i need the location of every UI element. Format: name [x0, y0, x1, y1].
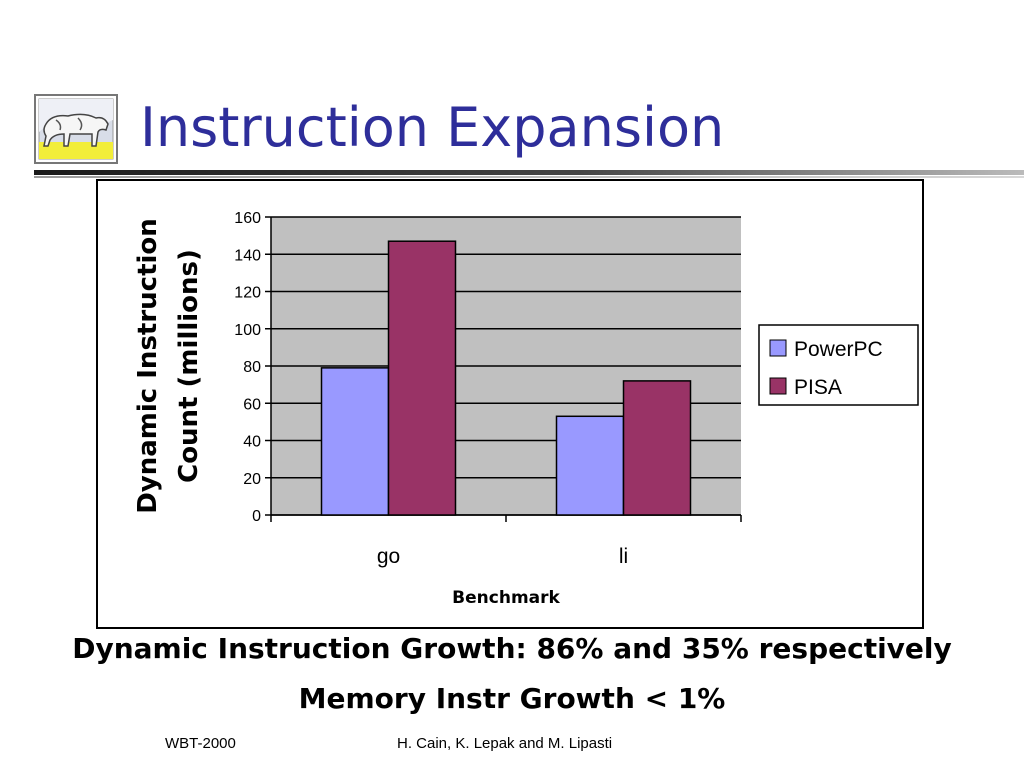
bar-pisa-go	[387, 240, 457, 516]
y-axis-label-line2: Count (millions)	[174, 249, 204, 483]
y-tick-label: 80	[243, 359, 261, 376]
x-tick-label: go	[377, 545, 400, 568]
bar-chart: 0 20 40 60 80 100 120 140 160 go li Benchmark Dynami…	[133, 210, 919, 608]
bar-pisa-li	[622, 380, 692, 516]
x-axis-label: Benchmark	[452, 588, 560, 608]
footer-authors: H. Cain, K. Lepak and M. Lipasti	[397, 735, 613, 752]
title-divider-shadow	[34, 176, 1024, 178]
y-tick-label: 40	[243, 434, 261, 451]
chart-frame: 0 20 40 60 80 100 120 140 160 go li Benchmark Dynami…	[96, 179, 924, 629]
y-tick-label: 20	[243, 471, 261, 488]
y-tick-label: 60	[243, 396, 261, 413]
slide-title: Instruction Expansion	[140, 96, 725, 159]
y-tick-label: 100	[234, 322, 261, 339]
bar-powerpc-go	[320, 367, 390, 516]
legend-swatch-powerpc	[769, 339, 787, 357]
footer-event: WBT-2000	[165, 735, 236, 752]
legend-swatch-pisa	[769, 377, 787, 395]
cow-logo-icon	[34, 94, 118, 164]
y-tick-label: 0	[252, 508, 261, 525]
legend-label-powerpc: PowerPC	[794, 338, 883, 361]
y-tick-label: 140	[234, 247, 261, 264]
y-axis-label-line1: Dynamic Instruction	[133, 218, 163, 514]
y-tick-label: 120	[234, 285, 261, 302]
bar-powerpc-li	[555, 415, 625, 516]
caption-instruction-growth: Dynamic Instruction Growth: 86% and 35% …	[72, 632, 952, 665]
legend-label-pisa: PISA	[794, 376, 842, 399]
x-tick-label: li	[619, 545, 628, 568]
y-tick-label: 160	[234, 210, 261, 227]
caption-memory-growth: Memory Instr Growth < 1%	[298, 682, 726, 715]
title-divider	[34, 170, 1024, 175]
